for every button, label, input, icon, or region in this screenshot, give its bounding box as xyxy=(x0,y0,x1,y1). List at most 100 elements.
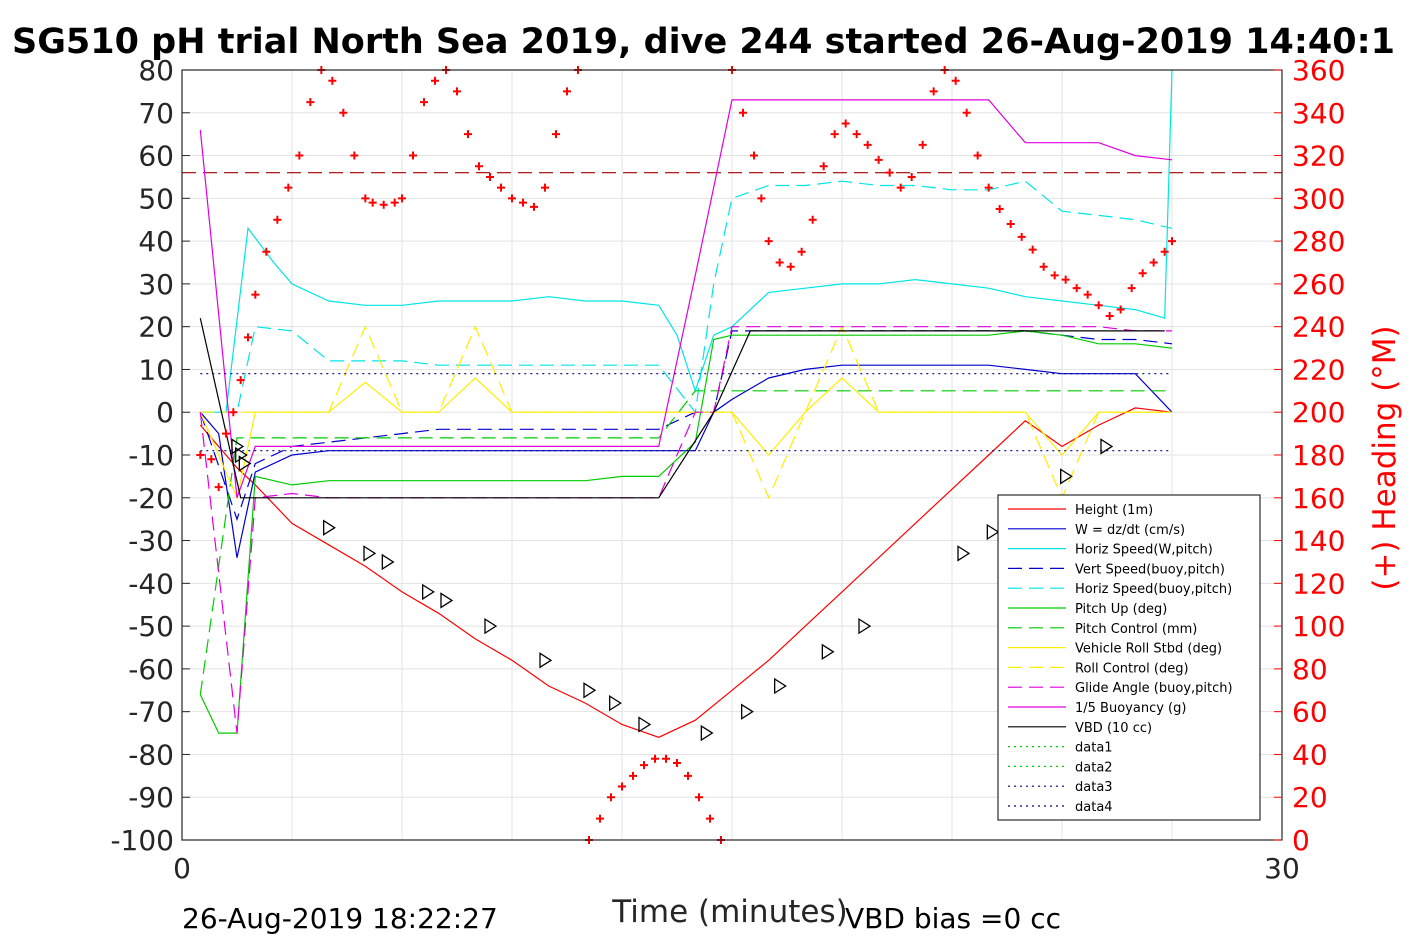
heading-point xyxy=(222,429,230,438)
heading-point xyxy=(739,108,747,117)
heading-point xyxy=(629,771,637,780)
heading-point xyxy=(1138,269,1147,278)
legend-entry: data2 xyxy=(1075,760,1113,775)
series-line-pitch-control-mm xyxy=(199,390,1172,695)
heading-point xyxy=(995,205,1004,214)
heading-point xyxy=(214,483,223,492)
y-tick-label: -90 xyxy=(128,781,174,814)
series-line-height-1m xyxy=(199,407,1173,738)
heading-point xyxy=(808,215,817,224)
y2-tick-label: 300 xyxy=(1292,182,1345,215)
footer-timestamp: 26-Aug-2019 18:22:27 xyxy=(182,902,498,935)
legend-entry: 1/5 Buoyancy (g) xyxy=(1075,701,1186,716)
y-tick-label: -20 xyxy=(128,482,174,515)
heading-point xyxy=(379,200,388,209)
x-axis: 0 30 xyxy=(173,832,1300,885)
y-tick-label: 20 xyxy=(138,311,174,344)
heading-point xyxy=(409,151,417,160)
triangle-marker xyxy=(583,682,597,699)
y-tick-label: -30 xyxy=(128,525,174,558)
heading-point xyxy=(819,162,828,171)
footer-vbd-bias: VBD bias =0 cc xyxy=(845,902,1061,935)
heading-point xyxy=(295,151,304,160)
heading-point xyxy=(1149,258,1158,267)
triangle-marker xyxy=(700,724,714,742)
legend-entry: W = dz/dt (cm/s) xyxy=(1075,523,1185,538)
heading-point xyxy=(797,247,806,256)
triangle-marker xyxy=(609,694,622,712)
heading-point xyxy=(398,194,406,203)
heading-point xyxy=(530,202,538,211)
y-axis-left: 80 70 60 50 40 30 20 10 0 -10 -20 -30 -40 -50 -60 -70 -8… xyxy=(110,54,190,857)
heading-point xyxy=(1061,275,1070,284)
x-axis-label: Time (minutes) xyxy=(611,894,847,930)
y2-tick-label: 240 xyxy=(1292,311,1345,344)
triangle-marker xyxy=(1060,468,1073,485)
triangle-marker xyxy=(235,446,248,464)
heading-point xyxy=(390,198,399,207)
heading-point xyxy=(764,237,773,246)
heading-point xyxy=(684,771,692,780)
heading-point xyxy=(1160,247,1169,256)
y2-tick-label: 0 xyxy=(1292,824,1310,857)
triangle-marker xyxy=(539,652,553,669)
heading-point xyxy=(885,168,894,177)
y2-tick-label: 280 xyxy=(1292,225,1345,258)
heading-point xyxy=(1006,220,1015,228)
legend-entry: Horiz Speed(W,pitch) xyxy=(1075,543,1213,558)
y-tick-label: 80 xyxy=(138,54,174,87)
heading-point xyxy=(651,754,659,763)
heading-point xyxy=(1168,237,1176,246)
heading-point xyxy=(618,782,626,791)
heading-point xyxy=(929,87,938,96)
heading-point xyxy=(874,155,883,164)
y-tick-label: 60 xyxy=(138,140,174,173)
y2-tick-label: 60 xyxy=(1292,696,1328,729)
legend-entry: VBD (10 cc) xyxy=(1075,721,1152,736)
y2-tick-label: 360 xyxy=(1292,54,1345,87)
heading-point xyxy=(786,262,795,271)
heading-point xyxy=(207,455,216,464)
y2-tick-label: 160 xyxy=(1292,482,1345,515)
heading-point xyxy=(951,76,960,85)
series-line-horiz-speed-w-pitch xyxy=(200,69,1173,413)
y-tick-label: -100 xyxy=(110,824,174,857)
y-tick-label: 0 xyxy=(156,396,174,429)
y2-tick-label: 120 xyxy=(1292,567,1345,600)
series-line-1-5-buoyancy-g xyxy=(199,99,1173,499)
heading-point xyxy=(706,814,714,823)
y2-tick-label: 20 xyxy=(1292,781,1328,814)
triangle-marker xyxy=(858,617,872,635)
triangle-marker xyxy=(422,583,435,601)
heading-point xyxy=(196,451,205,459)
heading-point xyxy=(607,793,615,802)
heading-point xyxy=(775,258,784,267)
heading-point xyxy=(431,76,439,85)
heading-point xyxy=(1083,290,1092,299)
heading-point xyxy=(1039,262,1048,271)
heading-point xyxy=(497,183,505,192)
heading-point xyxy=(420,98,428,107)
triangle-marker xyxy=(323,519,336,536)
y-tick-label: 70 xyxy=(138,97,174,130)
heading-point xyxy=(453,87,461,96)
heading-point xyxy=(350,151,359,160)
heading-point xyxy=(673,759,681,767)
legend-entry: Pitch Up (deg) xyxy=(1075,602,1167,617)
legend-entry: Vert Speed(buoy,pitch) xyxy=(1075,562,1225,577)
heading-point xyxy=(695,793,703,802)
triangle-marker xyxy=(1100,438,1114,455)
heading-point xyxy=(273,215,282,224)
y-tick-label: 50 xyxy=(138,182,174,215)
heading-point xyxy=(984,183,993,192)
y2-tick-label: 320 xyxy=(1292,140,1345,173)
heading-point xyxy=(284,183,293,192)
heading-point xyxy=(750,151,758,160)
y2-tick-label: 200 xyxy=(1292,396,1345,429)
heading-point xyxy=(830,130,839,139)
heading-point xyxy=(1127,284,1136,293)
heading-point xyxy=(1017,232,1026,241)
heading-point xyxy=(563,87,571,96)
legend-entry: Pitch Control (mm) xyxy=(1075,622,1197,637)
triangle-marker xyxy=(986,523,1000,541)
